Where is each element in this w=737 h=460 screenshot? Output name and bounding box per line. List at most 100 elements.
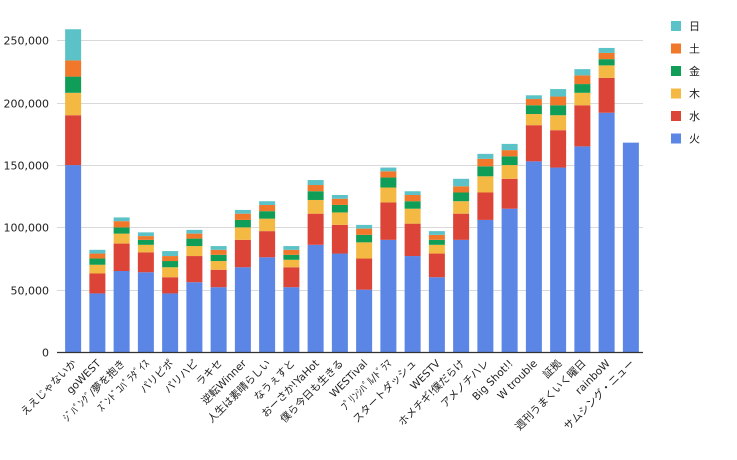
bar-segment-5-4 (186, 233, 203, 239)
bar-segment-1-4 (89, 253, 106, 259)
bar-segment-11-4 (331, 198, 348, 205)
bar-segment-22-2 (598, 65, 615, 78)
bar-segment-1-0 (89, 293, 106, 352)
y-tick-label: 250,000 (4, 35, 50, 48)
bar-segment-18-5 (501, 143, 518, 151)
bar-segment-16-1 (453, 213, 470, 240)
bar-segment-6-3 (210, 254, 227, 262)
bar-segment-12-2 (356, 242, 373, 259)
bar-segment-21-0 (574, 146, 591, 352)
bar-segment-12-5 (356, 224, 373, 229)
bar-segment-15-1 (428, 253, 445, 278)
bar-segment-19-2 (525, 113, 542, 126)
bar-segment-2-5 (113, 217, 130, 222)
bar-segment-22-4 (598, 52, 615, 60)
bar-segment-4-0 (162, 293, 179, 352)
bar-segment-16-0 (453, 239, 470, 352)
bar-segment-14-3 (404, 201, 421, 209)
bar-segment-7-0 (234, 267, 251, 352)
bar-segment-15-3 (428, 239, 445, 245)
bar-segment-20-5 (550, 89, 567, 97)
bar-segment-18-0 (501, 208, 518, 352)
bar-segment-1-1 (89, 273, 106, 294)
bar-segment-8-0 (259, 257, 276, 352)
bar-segment-11-3 (331, 204, 348, 213)
legend-swatch (671, 88, 681, 99)
bar-segment-23-0 (622, 142, 639, 352)
bar-segment-6-4 (210, 249, 227, 255)
bar-segment-9-2 (283, 259, 300, 268)
bar-segment-10-3 (307, 191, 324, 200)
bar-segment-2-2 (113, 233, 130, 244)
bar-segment-13-1 (380, 202, 397, 240)
bar-segment-16-2 (453, 201, 470, 214)
bar-segment-13-0 (380, 239, 397, 352)
bar-segment-14-2 (404, 208, 421, 224)
bar-segment-4-1 (162, 277, 179, 294)
legend-swatch (671, 133, 681, 144)
bar-segment-14-4 (404, 194, 421, 202)
bar-segment-11-2 (331, 212, 348, 225)
bar-segment-20-3 (550, 105, 567, 116)
bar-segment-9-3 (283, 254, 300, 260)
bar-segment-20-4 (550, 96, 567, 106)
bar-segment-0-4 (65, 60, 82, 77)
legend-swatch (671, 21, 681, 31)
bar-segment-4-2 (162, 267, 179, 278)
y-tick-label: 100,000 (4, 222, 50, 235)
bar-segment-0-1 (65, 115, 82, 166)
bar-segment-9-0 (283, 287, 300, 352)
bar-segment-10-2 (307, 199, 324, 214)
bar-segment-17-0 (477, 219, 494, 352)
legend-label: 木 (689, 88, 700, 101)
x-axis-category-labels: ええじゃないかgoWESTｼﾞﾊﾟﾝｸﾞ/夢を抱きｽﾞﾝﾄﾞｺﾊﾟﾗﾀﾞｲｽパリ… (19, 356, 637, 432)
bar-segment-0-3 (65, 76, 82, 93)
bar-segment-5-5 (186, 229, 203, 234)
bar-segment-14-5 (404, 191, 421, 195)
bar-segment-7-2 (234, 227, 251, 240)
legend-swatch (671, 111, 681, 121)
bar-segment-2-3 (113, 227, 130, 234)
bar-segment-21-5 (574, 69, 591, 76)
bar-segment-15-0 (428, 277, 445, 352)
bar-segment-14-1 (404, 223, 421, 257)
bar-segment-17-2 (477, 176, 494, 193)
bar-segment-5-3 (186, 238, 203, 247)
bar-segment-6-5 (210, 246, 227, 250)
bar-segment-17-3 (477, 166, 494, 177)
bar-segment-16-3 (453, 192, 470, 202)
bar-segment-2-0 (113, 271, 130, 352)
bar-segment-19-4 (525, 99, 542, 106)
bar-segment-7-1 (234, 239, 251, 268)
bar-segment-4-3 (162, 261, 179, 268)
y-tick-label: 150,000 (4, 160, 50, 173)
bar-segment-16-5 (453, 178, 470, 187)
bar-segment-7-3 (234, 219, 251, 228)
bar-segment-3-1 (137, 252, 154, 273)
bar-segment-1-2 (89, 264, 106, 274)
bar-segment-8-1 (259, 231, 276, 258)
legend-swatch (671, 66, 681, 76)
bar-segment-2-1 (113, 243, 130, 271)
bar-segment-1-3 (89, 258, 106, 265)
bar-segment-4-5 (162, 251, 179, 257)
bar-segment-13-2 (380, 187, 397, 203)
bar-segment-12-1 (356, 258, 373, 290)
legend-label: 日 (689, 20, 700, 33)
bar-segment-8-3 (259, 211, 276, 219)
bar-segment-22-5 (598, 47, 615, 53)
bar-segment-5-1 (186, 256, 203, 283)
y-tick-label: 0 (42, 347, 49, 360)
bar-segment-21-1 (574, 105, 591, 147)
y-tick-label: 50,000 (11, 285, 50, 298)
bar-segment-22-1 (598, 77, 615, 113)
bar-segment-20-1 (550, 130, 567, 168)
legend-label: 土 (689, 43, 700, 56)
bar-segment-11-5 (331, 194, 348, 199)
bar-segment-20-2 (550, 115, 567, 131)
bar-segment-18-1 (501, 178, 518, 209)
bar-segment-5-0 (186, 282, 203, 352)
bar-segment-3-2 (137, 244, 154, 253)
bar-segment-0-5 (65, 29, 82, 61)
